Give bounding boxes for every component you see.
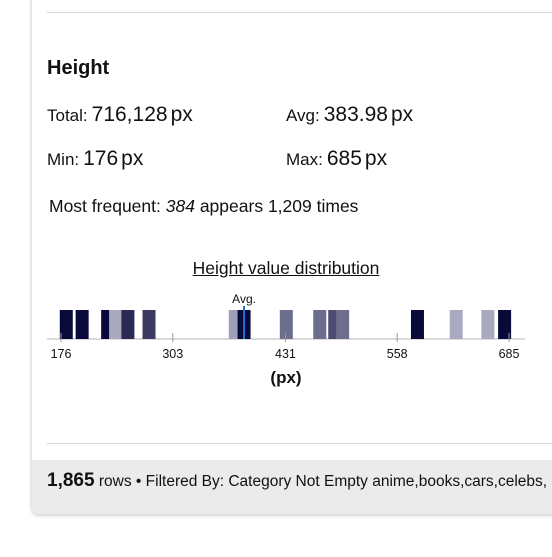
distribution-bar [313,310,327,339]
max-value: 685 [326,147,362,170]
total-value: 716,128 [91,103,168,126]
min-unit: px [121,147,144,170]
most-frequent-label: Most frequent: [49,196,161,216]
max-label: Max: [286,150,323,169]
distribution-bar [75,310,89,339]
min-label: Min: [47,150,80,169]
separator-dot: • [135,473,142,490]
height-distribution-chart: Avg. 176 303 431 558 685 [47,292,525,361]
most-frequent: Most frequent: 384 appears 1,209 times [49,196,358,217]
x-tick-label: 176 [51,347,72,361]
distribution-bar [336,310,350,339]
distribution-bar [59,310,73,339]
distribution-bar [481,310,495,339]
total-label: Total: [47,106,88,125]
top-divider [47,12,552,13]
avg-value: 383.98 [323,103,388,126]
x-axis-label: (px) [270,368,302,387]
row-count: 1,865 [47,470,95,491]
x-tick-label: 558 [387,347,408,361]
most-frequent-middle: appears [199,196,264,216]
distribution-bar [279,310,293,339]
avg-label: Avg: [286,106,320,125]
avg-unit: px [390,103,414,126]
distribution-bar [449,310,463,339]
distribution-bar [410,310,424,339]
min-value: 176 [83,147,119,170]
distribution-bar [142,310,156,339]
filter-text: Filtered By: Category Not Empty anime,bo… [145,473,548,490]
distribution-bar [121,310,135,339]
total-stat: Total: 716,128 px [47,103,193,127]
avg-marker-label: Avg. [232,292,256,306]
max-unit: px [364,147,388,170]
most-frequent-count: 1,209 [267,196,312,216]
bottom-divider [47,443,552,444]
rows-label: rows [98,473,132,490]
most-frequent-value: 384 [165,196,195,216]
min-stat: Min: 176 px [47,147,143,171]
footer-text: 1,865 rows • Filtered By: Category Not E… [47,470,547,492]
distribution-bar [109,310,123,339]
section-title: Height [47,57,110,79]
height-stats-card: Height Total: 716,128 px Avg: 383.98 px Min:… [31,0,552,514]
avg-stat: Avg: 383.98 px [286,103,413,127]
x-tick-label: 303 [162,347,183,361]
max-stat: Max: 685 px [286,147,387,171]
total-unit: px [170,103,193,126]
x-tick-label: 685 [499,347,520,361]
distribution-bar [498,310,512,339]
x-tick-label: 431 [275,347,296,361]
footer-bar: 1,865 rows • Filtered By: Category Not E… [32,460,552,514]
most-frequent-suffix: times [316,196,359,216]
chart-title[interactable]: Height value distribution [192,258,380,278]
